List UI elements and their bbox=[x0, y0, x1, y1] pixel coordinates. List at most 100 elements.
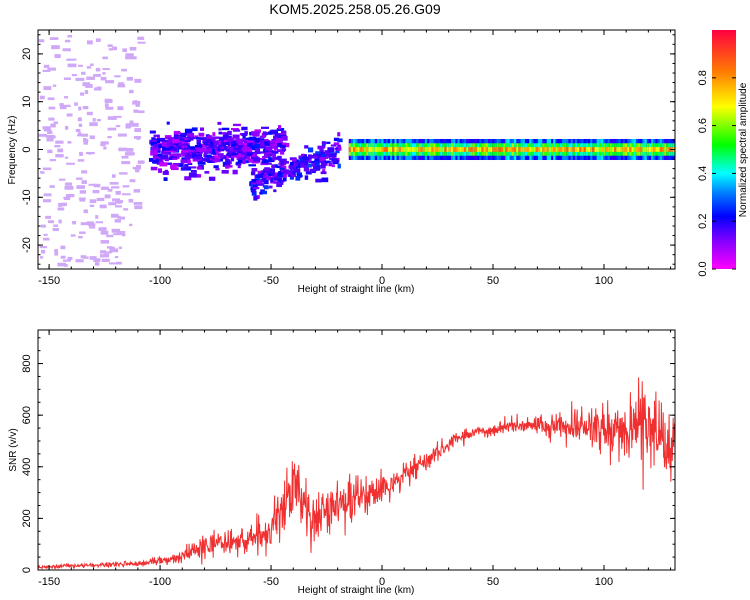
heatmap-cell bbox=[241, 138, 247, 143]
heatmap-cell bbox=[64, 96, 69, 99]
heatmap-cell bbox=[659, 147, 663, 152]
heatmap-cell bbox=[133, 202, 143, 205]
heatmap-cell bbox=[624, 147, 628, 152]
heatmap-cell bbox=[71, 73, 77, 77]
heatmap-cell bbox=[322, 169, 326, 172]
heatmap-cell bbox=[208, 135, 212, 141]
heatmap-cell bbox=[211, 149, 217, 155]
heatmap-cell bbox=[254, 129, 262, 133]
heatmap-cell bbox=[134, 78, 142, 83]
heatmap-cell bbox=[655, 147, 659, 152]
heatmap-cell bbox=[305, 159, 312, 163]
heatmap-cell bbox=[272, 153, 276, 157]
heatmap-cell bbox=[299, 161, 306, 165]
heatmap-cell bbox=[137, 110, 145, 113]
heatmap-cell bbox=[282, 177, 287, 182]
heatmap-cell bbox=[555, 147, 559, 152]
heatmap-cell bbox=[333, 142, 340, 146]
heatmap-cell bbox=[241, 153, 245, 157]
heatmap-cell bbox=[317, 145, 324, 150]
spectrogram-cells bbox=[38, 34, 675, 267]
colorbar-tick-label: 0.0 bbox=[697, 261, 709, 276]
heatmap-cell bbox=[64, 125, 69, 130]
heatmap-cell bbox=[234, 153, 242, 158]
heatmap-cell bbox=[260, 140, 265, 146]
heatmap-cell bbox=[247, 140, 254, 144]
heatmap-cell bbox=[568, 147, 572, 152]
heatmap-cell bbox=[89, 122, 98, 127]
heatmap-cell bbox=[190, 169, 197, 173]
heatmap-cell bbox=[272, 175, 280, 178]
snr-panel: -150 -100 -50 0 50 100 0 200 400 600 800 Height of… bbox=[8, 329, 676, 596]
heatmap-cell bbox=[119, 172, 128, 175]
heatmap-cell bbox=[102, 72, 106, 75]
heatmap-cell bbox=[237, 159, 243, 164]
heatmap-cell bbox=[527, 147, 530, 152]
heatmap-cell bbox=[290, 165, 297, 170]
heatmap-cell bbox=[105, 80, 115, 84]
heatmap-cell bbox=[167, 137, 174, 143]
heatmap-cell bbox=[276, 178, 283, 181]
heatmap-cell bbox=[153, 155, 160, 159]
heatmap-cell bbox=[57, 207, 65, 211]
heatmap-cell bbox=[243, 142, 247, 146]
heatmap-cell bbox=[281, 136, 288, 141]
heatmap-cell bbox=[81, 133, 89, 137]
y-tick-label: 600 bbox=[21, 406, 33, 424]
heatmap-cell bbox=[151, 146, 159, 151]
heatmap-cell bbox=[337, 138, 343, 143]
heatmap-cell bbox=[282, 169, 289, 174]
heatmap-cell bbox=[315, 178, 322, 183]
heatmap-cell bbox=[295, 175, 301, 181]
heatmap-cell bbox=[320, 151, 326, 156]
heatmap-cell bbox=[236, 145, 244, 149]
heatmap-cell bbox=[276, 143, 282, 148]
heatmap-cell bbox=[245, 137, 250, 140]
heatmap-cell bbox=[163, 162, 172, 165]
heatmap-cell bbox=[298, 155, 303, 159]
heatmap-cell bbox=[276, 128, 285, 132]
heatmap-cell bbox=[43, 64, 50, 68]
heatmap-cell bbox=[274, 164, 278, 168]
heatmap-cell bbox=[250, 184, 254, 188]
heatmap-cell bbox=[49, 185, 55, 188]
heatmap-cell bbox=[209, 140, 214, 146]
heatmap-cell bbox=[284, 161, 289, 164]
heatmap-cell bbox=[251, 191, 257, 196]
heatmap-cell bbox=[156, 138, 161, 144]
heatmap-cell bbox=[208, 176, 216, 181]
heatmap-cell bbox=[311, 162, 316, 167]
heatmap-cell bbox=[95, 67, 101, 72]
heatmap-cell bbox=[252, 142, 257, 145]
heatmap-cell bbox=[129, 89, 134, 94]
heatmap-cell bbox=[43, 237, 50, 241]
heatmap-cell bbox=[183, 147, 191, 152]
spectrogram-ylabel: Frequency (Hz) bbox=[7, 116, 18, 185]
heatmap-cell bbox=[251, 168, 258, 172]
heatmap-cell bbox=[413, 147, 417, 152]
heatmap-cell bbox=[133, 109, 139, 113]
heatmap-cell bbox=[254, 137, 260, 143]
heatmap-cell bbox=[314, 161, 319, 167]
heatmap-cell bbox=[225, 155, 229, 161]
heatmap-cell bbox=[54, 54, 61, 59]
heatmap-cell bbox=[269, 144, 275, 149]
figure-title: KOM5.2025.258.05.26.G09 bbox=[269, 1, 440, 17]
snr-series-line bbox=[38, 377, 675, 570]
heatmap-cell bbox=[86, 111, 93, 116]
heatmap-cell bbox=[267, 131, 272, 135]
heatmap-cell bbox=[280, 133, 287, 136]
heatmap-cell bbox=[304, 157, 309, 161]
heatmap-cell bbox=[357, 147, 361, 152]
heatmap-cell bbox=[107, 188, 112, 192]
heatmap-cell bbox=[153, 134, 160, 137]
heatmap-cell bbox=[102, 68, 110, 71]
heatmap-cell bbox=[67, 58, 77, 61]
heatmap-cell bbox=[59, 106, 67, 110]
heatmap-cell bbox=[78, 197, 86, 200]
heatmap-cell bbox=[315, 155, 322, 160]
heatmap-cell bbox=[88, 152, 92, 155]
heatmap-cell bbox=[243, 155, 251, 159]
heatmap-cell bbox=[618, 147, 622, 152]
